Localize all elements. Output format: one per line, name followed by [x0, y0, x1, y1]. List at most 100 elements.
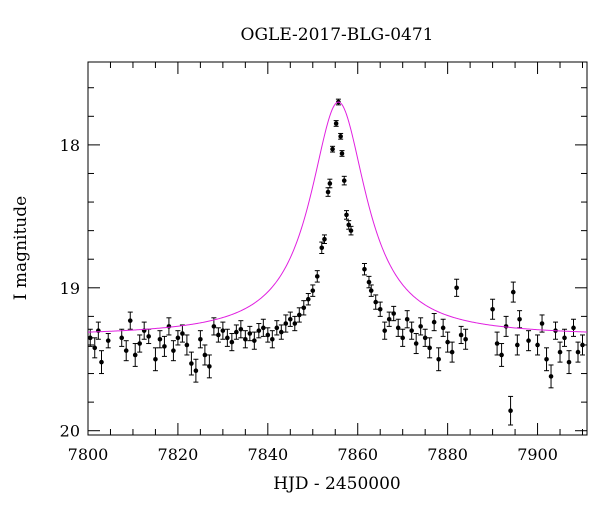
data-point — [123, 340, 129, 362]
data-point — [224, 328, 230, 347]
data-marker — [171, 348, 176, 353]
data-point — [458, 325, 464, 345]
y-tick-label: 19 — [60, 279, 80, 298]
data-point — [418, 317, 424, 336]
data-point — [292, 315, 298, 332]
data-marker — [580, 342, 585, 348]
data-point — [260, 318, 266, 337]
data-marker — [92, 345, 98, 351]
data-point — [220, 321, 226, 340]
data-marker — [422, 335, 428, 341]
data-marker — [132, 352, 138, 358]
data-marker — [427, 345, 432, 351]
data-marker — [256, 328, 262, 333]
data-point — [404, 310, 410, 329]
data-point — [490, 298, 496, 320]
data-point — [327, 178, 333, 189]
data-marker — [391, 311, 396, 316]
data-point — [382, 321, 388, 340]
data-point — [514, 334, 520, 356]
data-point — [580, 334, 586, 356]
data-marker — [216, 332, 221, 338]
data-point — [175, 330, 181, 346]
data-point — [274, 320, 280, 336]
data-marker — [180, 331, 185, 336]
data-point — [571, 318, 577, 337]
data-marker — [362, 266, 367, 272]
data-marker — [339, 151, 345, 156]
data-marker — [119, 335, 125, 341]
data-marker — [189, 361, 194, 366]
data-marker — [557, 349, 563, 355]
chart-title: OGLE-2017-BLG-0471 — [241, 25, 434, 45]
data-point — [242, 330, 248, 349]
data-point — [206, 354, 212, 379]
data-marker — [292, 321, 298, 326]
data-marker — [400, 335, 405, 341]
data-point — [436, 347, 442, 372]
data-point — [137, 334, 143, 353]
data-marker — [238, 326, 244, 332]
data-point — [141, 321, 147, 340]
data-marker — [314, 274, 320, 279]
data-marker — [270, 336, 275, 342]
data-marker — [305, 296, 311, 302]
data-point — [330, 145, 336, 153]
data-point — [105, 333, 111, 349]
data-point — [445, 331, 451, 353]
data-marker — [338, 134, 343, 139]
data-marker — [436, 356, 441, 362]
data-point — [146, 328, 152, 345]
data-marker — [157, 336, 163, 342]
data-point — [343, 210, 349, 220]
plot-frame — [87, 61, 588, 436]
data-marker — [166, 324, 172, 329]
data-point — [348, 225, 354, 236]
data-point — [494, 331, 500, 356]
data-marker — [449, 349, 455, 355]
data-marker — [261, 325, 266, 331]
data-marker — [382, 328, 388, 333]
data-marker — [252, 338, 257, 343]
data-marker — [310, 288, 316, 293]
data-marker — [368, 288, 374, 293]
data-point — [251, 331, 257, 350]
data-point — [373, 294, 379, 310]
data-point — [395, 318, 401, 337]
data-marker — [418, 324, 423, 329]
data-point — [283, 314, 289, 333]
data-marker — [198, 336, 203, 342]
data-point — [296, 307, 302, 323]
data-point — [132, 343, 138, 367]
x-axis-label: HJD - 2450000 — [273, 474, 401, 494]
data-marker — [548, 374, 554, 379]
data-point — [238, 320, 244, 339]
data-point — [269, 330, 275, 349]
data-point — [157, 330, 163, 349]
x-tick-label: 7840 — [247, 445, 288, 464]
data-marker — [499, 352, 504, 358]
data-marker — [515, 342, 520, 348]
data-marker — [440, 325, 446, 331]
data-marker — [566, 359, 572, 365]
data-point — [229, 333, 235, 352]
data-point — [193, 358, 199, 383]
data-marker — [325, 189, 331, 195]
data-marker — [162, 344, 167, 349]
data-marker — [123, 348, 129, 353]
data-marker — [431, 319, 437, 325]
data-marker — [409, 328, 414, 333]
data-point — [211, 317, 217, 336]
data-marker — [146, 334, 151, 339]
data-marker — [490, 306, 495, 312]
data-point — [544, 347, 550, 372]
data-marker — [413, 341, 419, 346]
data-point — [454, 278, 460, 297]
data-marker — [105, 338, 111, 343]
data-point — [119, 328, 125, 347]
x-tick-label: 7880 — [427, 445, 468, 464]
x-tick-label: 7820 — [158, 445, 199, 464]
data-point — [422, 328, 428, 347]
data-marker — [575, 349, 581, 355]
